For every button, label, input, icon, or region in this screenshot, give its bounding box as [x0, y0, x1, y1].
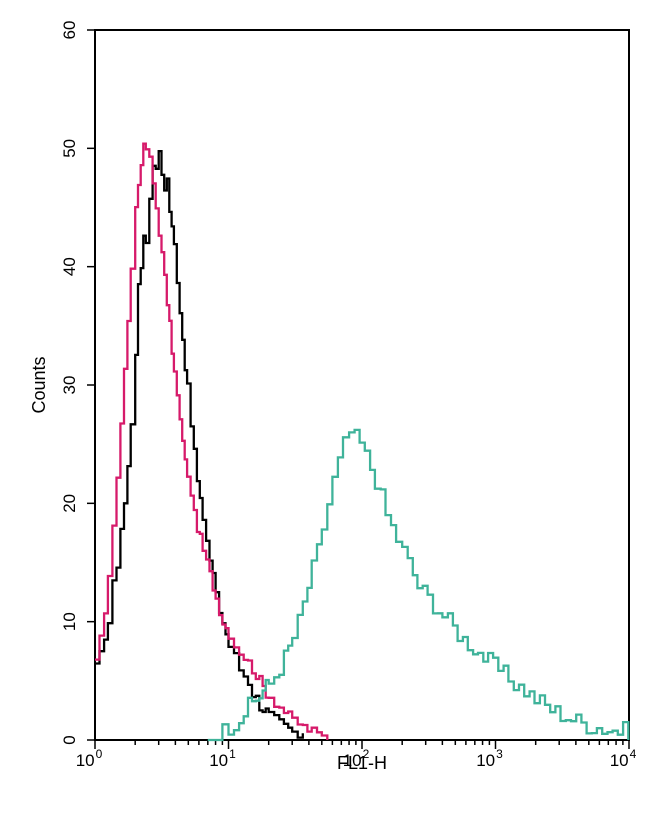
ytick-label: 20	[60, 494, 79, 513]
ytick-label: 30	[60, 376, 79, 395]
flow-cytometry-histogram: 100101102103104FL1-H0102030405060Counts	[0, 0, 650, 813]
ytick-label: 60	[60, 21, 79, 40]
chart-svg: 100101102103104FL1-H0102030405060Counts	[0, 0, 650, 813]
ytick-label: 10	[60, 612, 79, 631]
xtick-label: 101	[209, 747, 236, 770]
y-axis-label: Counts	[29, 356, 49, 413]
xtick-label: 103	[476, 747, 503, 770]
x-axis-label: FL1-H	[337, 753, 387, 773]
xtick-label: 100	[76, 747, 103, 770]
ytick-label: 40	[60, 257, 79, 276]
xtick-label: 104	[610, 747, 637, 770]
ytick-label: 50	[60, 139, 79, 158]
ytick-label: 0	[60, 735, 79, 744]
